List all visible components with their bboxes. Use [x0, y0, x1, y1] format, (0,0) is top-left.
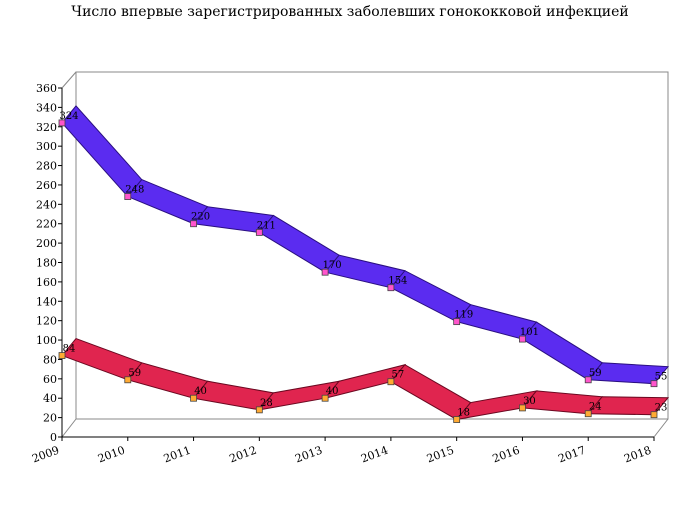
- y-tick-label: 280: [36, 160, 57, 173]
- series-layer: 324 248 220 211 170 154 119 101 59 55 84 59 40 28 40 57…: [58, 105, 670, 423]
- y-tick-label: 340: [36, 101, 57, 114]
- x-tick-label: 2018: [622, 444, 653, 466]
- series-1-marker: [453, 318, 461, 326]
- series-2-segment: [587, 396, 670, 416]
- series-1-marker: [584, 376, 592, 384]
- y-tick-label: 20: [43, 412, 57, 425]
- series-1-data-label: 154: [388, 276, 407, 287]
- series-2-data-label: 30: [523, 396, 536, 407]
- y-axis-ticks: 0 20 40 60 80 100 120 140 160 180 200 220 240 260 280 3…: [36, 82, 62, 444]
- series-1-data-label: 119: [454, 310, 473, 321]
- y-tick-label: 260: [36, 179, 57, 192]
- series-1-marker: [58, 119, 66, 127]
- series-2-marker: [453, 416, 461, 423]
- series-1-marker: [650, 380, 658, 388]
- y-tick-label: 60: [43, 373, 57, 386]
- frame-bottom-right-edge: [653, 418, 669, 438]
- series-1-marker: [124, 193, 132, 200]
- series-2-data-label: 84: [63, 344, 76, 355]
- x-tick-label: 2015: [425, 444, 456, 466]
- series-2-data-label: 28: [260, 398, 273, 409]
- series-1-marker: [190, 220, 197, 228]
- series-1-segment: [587, 362, 670, 385]
- x-tick-label: 2016: [491, 444, 522, 466]
- series-1-data-label: 220: [191, 212, 210, 223]
- y-tick-label: 220: [36, 218, 57, 231]
- y-tick-label: 160: [36, 276, 57, 289]
- series-2-data-label: 18: [457, 408, 470, 419]
- y-tick-label: 0: [50, 431, 57, 444]
- frame-top-left-edge: [61, 71, 77, 89]
- series-2-data-label: 40: [326, 386, 339, 397]
- y-tick-label: 120: [36, 315, 57, 328]
- series-2-marker: [584, 410, 592, 418]
- series-1-data-label: 324: [59, 111, 78, 122]
- series-2: 84 59 40 28 40 57 18 30 24 23: [58, 337, 670, 423]
- series-1: 324 248 220 211 170 154 119 101 59 55: [58, 105, 670, 388]
- series-1-marker: [321, 268, 329, 276]
- series-2-marker: [519, 404, 526, 412]
- y-tick-label: 320: [36, 121, 57, 134]
- series-1-data-label: 248: [125, 185, 144, 196]
- plot-back-wall: [75, 71, 669, 420]
- series-2-marker: [190, 394, 197, 402]
- series-2-marker: [650, 411, 658, 419]
- y-tick-label: 300: [36, 140, 57, 153]
- x-tick-label: 2017: [556, 444, 587, 466]
- series-1-data-label: 55: [655, 372, 668, 383]
- chart-title: Число впервые зарегистрированных заболев…: [71, 4, 628, 20]
- series-2-marker: [58, 352, 66, 359]
- y-tick-label: 80: [43, 353, 57, 366]
- series-2-data-label: 23: [655, 403, 668, 414]
- series-2-marker: [321, 394, 329, 402]
- y-tick-label: 240: [36, 198, 57, 211]
- series-2-data-label: 24: [589, 402, 602, 413]
- series-1-data-label: 101: [520, 327, 539, 338]
- y-tick-label: 360: [36, 82, 57, 95]
- series-1-data-label: 211: [257, 220, 276, 231]
- x-tick-label: 2012: [228, 444, 259, 466]
- x-tick-label: 2014: [359, 444, 390, 466]
- series-2-marker: [124, 376, 132, 384]
- x-tick-label: 2009: [30, 444, 61, 466]
- y-tick-label: 40: [43, 392, 57, 405]
- series-2-data-label: 59: [128, 368, 141, 379]
- x-tick-label: 2011: [162, 444, 193, 466]
- series-1-marker: [387, 284, 395, 292]
- series-1-data-label: 170: [323, 260, 342, 271]
- y-tick-label: 100: [36, 334, 57, 347]
- y-tick-label: 140: [36, 295, 57, 308]
- series-2-marker: [387, 378, 395, 386]
- x-tick-label: 2013: [293, 444, 324, 466]
- y-tick-label: 200: [36, 237, 57, 250]
- series-2-data-label: 40: [194, 386, 207, 397]
- frame-bottom-left-edge: [61, 418, 77, 438]
- series-1-marker: [255, 229, 263, 236]
- series-1-marker: [519, 335, 526, 343]
- series-2-marker: [255, 406, 263, 414]
- series-1-data-label: 59: [589, 368, 602, 379]
- series-2-data-label: 57: [392, 370, 405, 381]
- x-tick-label: 2010: [96, 444, 127, 466]
- x-axis-ticks: 2009 2010 2011 2012 2013 2014 2015 2016 2017 2018: [30, 437, 655, 466]
- y-tick-label: 180: [36, 257, 57, 270]
